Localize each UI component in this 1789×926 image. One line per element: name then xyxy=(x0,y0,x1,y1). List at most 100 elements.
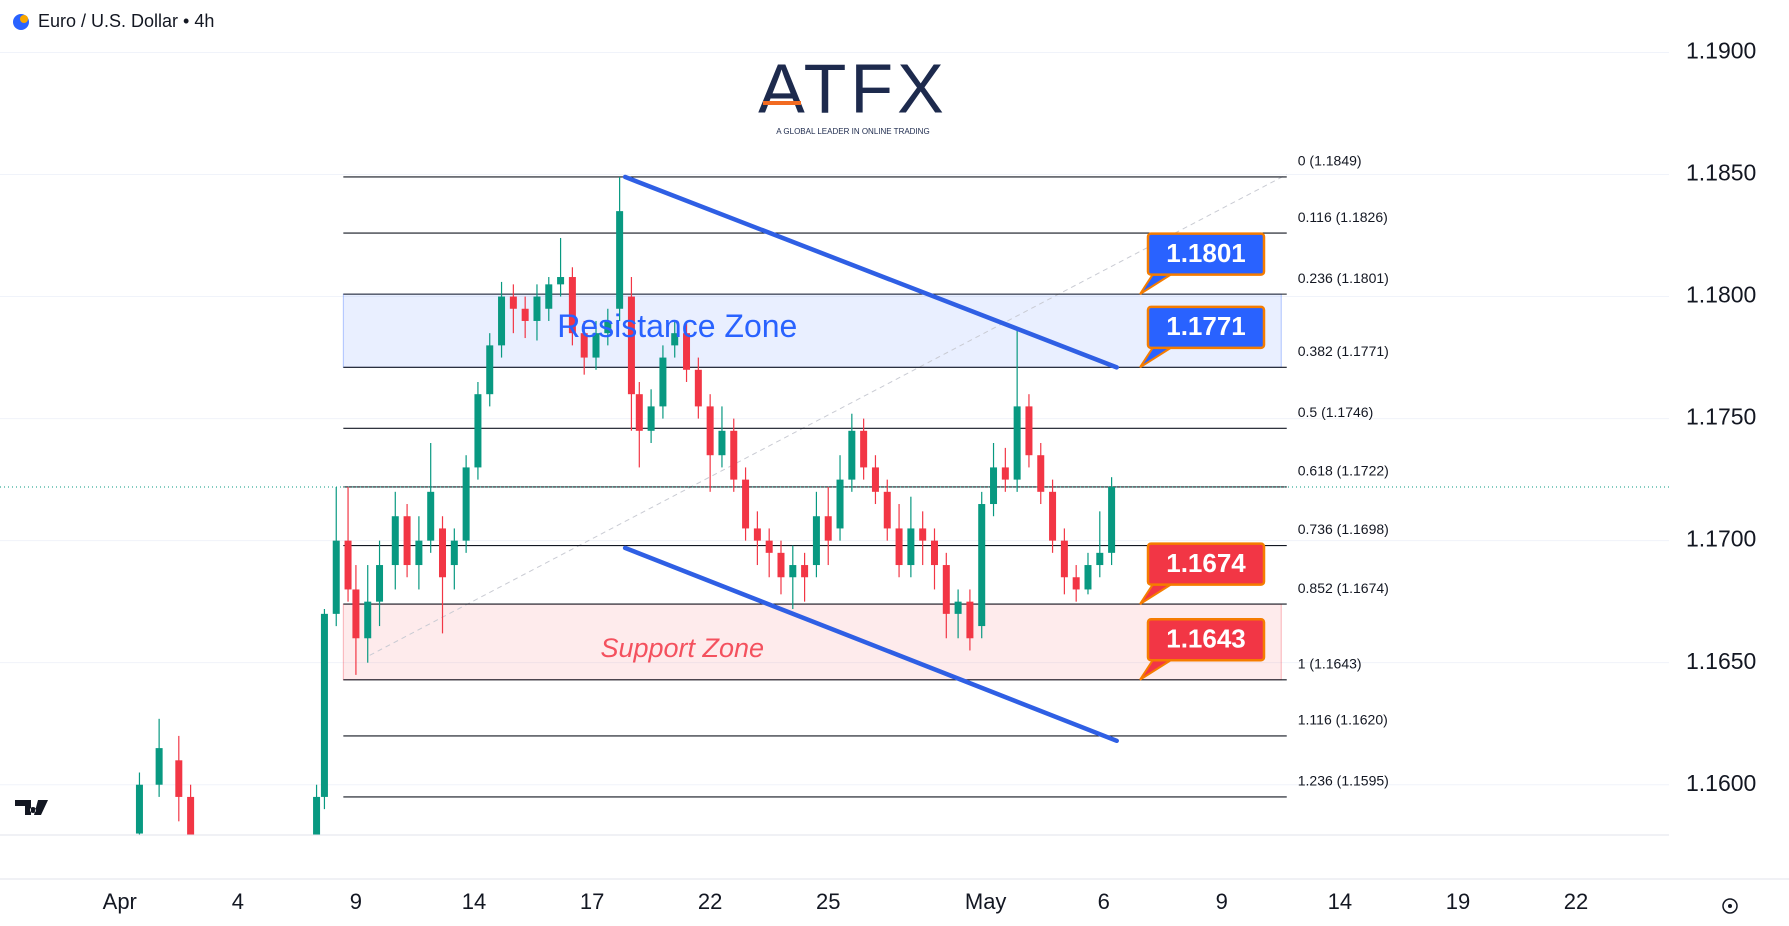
candle-body xyxy=(313,796,321,835)
candle-body xyxy=(474,394,482,468)
logo-tagline: A GLOBAL LEADER IN ONLINE TRADING xyxy=(776,127,929,136)
y-tick-label: 1.1800 xyxy=(1686,282,1756,308)
candle-body xyxy=(376,565,384,602)
candle-body xyxy=(391,516,399,566)
candle-body xyxy=(187,796,195,835)
fib-label: 1 (1.1643) xyxy=(1298,655,1362,671)
candle-body xyxy=(1084,565,1092,590)
x-tick-label: 9 xyxy=(350,889,362,914)
candle-body xyxy=(694,369,702,407)
candle-body xyxy=(486,345,494,395)
candle-body xyxy=(364,601,372,639)
fib-label: 0.116 (1.1826) xyxy=(1298,209,1388,225)
candle-body xyxy=(930,540,938,566)
candle-body xyxy=(659,357,667,407)
candle-body xyxy=(332,540,340,614)
candle-body xyxy=(533,296,541,321)
candle-body xyxy=(706,406,714,456)
candle-body xyxy=(895,528,903,566)
candle-body xyxy=(848,430,856,480)
candle-body xyxy=(1013,406,1021,480)
x-tick-label: 17 xyxy=(580,889,604,914)
x-tick-label: Apr xyxy=(103,889,137,914)
candle-body xyxy=(942,565,950,614)
candle-body xyxy=(919,528,927,541)
candle-body xyxy=(718,430,726,456)
tv-logo xyxy=(15,800,48,815)
zone xyxy=(342,603,1282,681)
candle-body xyxy=(765,540,773,553)
candle-body xyxy=(592,333,600,358)
candle-body xyxy=(671,333,679,346)
callout-box xyxy=(1146,305,1266,350)
candle-body xyxy=(427,491,435,541)
candle-body xyxy=(403,516,411,566)
target-icon-dot xyxy=(1728,904,1732,908)
symbol-title: Euro / U.S. Dollar • 4h xyxy=(38,11,214,31)
candle-body xyxy=(978,504,986,627)
x-tick-label: 25 xyxy=(816,889,840,914)
candle-body xyxy=(344,540,352,590)
candle-body xyxy=(635,394,643,431)
callout-box xyxy=(1146,618,1266,662)
settings-icon[interactable] xyxy=(1722,898,1738,914)
x-tick-label: May xyxy=(965,889,1007,914)
candle-body xyxy=(580,333,588,358)
zone-label: Resistance Zone xyxy=(557,308,797,344)
candle-body xyxy=(907,528,915,566)
candle-body xyxy=(616,211,624,309)
candle-body xyxy=(871,467,879,492)
candle-body xyxy=(462,467,470,541)
candle-body xyxy=(1096,552,1104,566)
target-icon[interactable] xyxy=(1722,898,1738,914)
y-tick-label: 1.1650 xyxy=(1686,648,1756,674)
fib-label: 0 (1.1849) xyxy=(1298,153,1362,169)
callout-box xyxy=(1146,542,1266,586)
x-tick-label: 22 xyxy=(698,889,722,914)
channel-line xyxy=(622,545,1119,744)
candle-body xyxy=(175,760,183,797)
candle-body xyxy=(954,601,962,614)
candle-body xyxy=(801,565,809,578)
fib-label: 0.618 (1.1722) xyxy=(1298,463,1389,479)
candle-body xyxy=(439,528,447,578)
candle-body xyxy=(1037,455,1045,492)
x-tick-label: 22 xyxy=(1564,889,1588,914)
candle-body xyxy=(568,277,576,334)
logo: ATFX A GLOBAL LEADER IN ONLINE TRADING xyxy=(758,49,948,136)
logo-accent xyxy=(763,101,801,105)
candle-body xyxy=(498,296,506,346)
candle-body xyxy=(647,406,655,431)
candle-body xyxy=(557,277,565,285)
y-tick-label: 1.1600 xyxy=(1686,770,1756,796)
logo-name: ATFX xyxy=(758,49,948,127)
candle-body xyxy=(509,296,517,309)
candle-body xyxy=(990,467,998,505)
overlay: 0 (1.1849) 0.116 (1.1826) 0.236 (1.1801) 0.… xyxy=(557,153,1389,789)
y-tick-label: 1.1900 xyxy=(1686,38,1756,64)
zone xyxy=(342,293,1282,368)
axes: 1.1600 1.1650 1.1700 1.1750 1.1800 1.1850 1.19… xyxy=(103,38,1757,914)
candle-body xyxy=(1049,491,1057,541)
candle-body xyxy=(450,540,458,566)
x-tick-label: 9 xyxy=(1216,889,1228,914)
tradingview-logo xyxy=(15,800,48,815)
plot-area xyxy=(0,174,1669,835)
x-tick-label: 4 xyxy=(232,889,244,914)
candle-body xyxy=(753,528,761,541)
callout-label: 1.1801 xyxy=(1166,238,1246,268)
candle-body xyxy=(521,308,529,321)
y-tick-label: 1.1700 xyxy=(1686,526,1756,552)
y-tick-label: 1.1850 xyxy=(1686,160,1756,186)
symbol-icon xyxy=(20,15,28,23)
zone-label: Support Zone xyxy=(600,633,764,663)
candle-body xyxy=(415,540,423,566)
candle-body xyxy=(836,479,844,529)
candle-body xyxy=(1001,467,1009,480)
fib-label: 0.236 (1.1801) xyxy=(1298,270,1389,286)
callout-box xyxy=(1146,232,1266,276)
candle-body xyxy=(812,516,820,566)
x-tick-label: 19 xyxy=(1446,889,1470,914)
candle-body xyxy=(545,284,553,309)
